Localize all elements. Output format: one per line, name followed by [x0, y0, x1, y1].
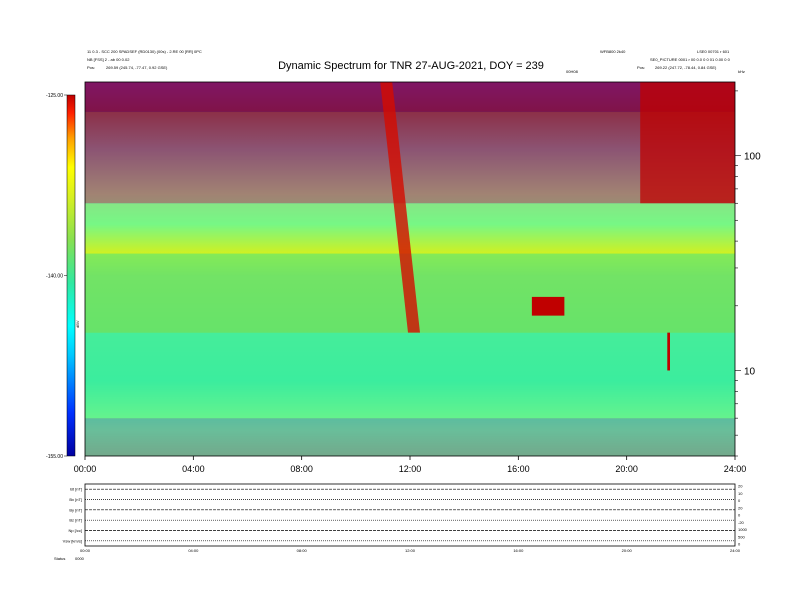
footer-label: Status [54, 556, 65, 561]
marker-label: 00H08 [566, 69, 579, 74]
lower-row-label-3: Bz [nT] [69, 518, 82, 523]
header-left-pos-value: 269.59 (245.74, -77.47, 0.92 GSE) [106, 65, 168, 70]
lower-x-tick-label-1: 04:00 [188, 548, 199, 553]
y-tick-label-1: 100 [744, 152, 761, 163]
cb-tick-label-0: -125.00 [46, 93, 63, 99]
colorbar-label: dBV [75, 320, 80, 328]
lower-panel-x-ticks: 00:00 04:00 08:00 12:00 16:00 20:00 24:00 [80, 548, 741, 553]
y-unit-label: kHz [738, 69, 745, 74]
header-right-line1a: WFB800 2k40 [600, 49, 626, 54]
header-left-pos-label: Pos: [87, 65, 95, 70]
lower-row-label-1: Bx [nT] [69, 497, 82, 502]
x-axis-ticks: 00:00 04:00 08:00 12:00 16:00 20:00 24:00 [74, 456, 747, 474]
header-right-pos-value: 269.22 (247.72, -78.44, 0.84 GSE) [655, 65, 717, 70]
lower-row-label-0: Bt [nT] [70, 487, 82, 492]
x-tick-label-6: 24:00 [724, 464, 747, 474]
y-axis-ticks: 10 100 [735, 90, 761, 457]
lower-right-tick-4: 0 [738, 513, 741, 518]
feature-burst-cluster [531, 296, 565, 316]
header-right-line2: SE0_PICTURE 0001 r 00 0.0 0 0 01 0.00 0 … [650, 57, 731, 62]
lower-x-tick-label-4: 16:00 [513, 548, 524, 553]
chart-title: Dynamic Spectrum for TNR 27-AUG-2021, DO… [278, 60, 544, 72]
cb-tick-label-2: -155.00 [46, 454, 63, 460]
x-tick-label-2: 08:00 [290, 464, 313, 474]
lower-right-tick-2: 0 [738, 498, 741, 503]
footer-value: 0000 [75, 556, 85, 561]
colorbar-ticks: -125.00 -140.00 -155.00 [46, 93, 67, 460]
spectrogram-cells [85, 82, 735, 456]
lower-x-tick-label-6: 24:00 [730, 548, 741, 553]
feature-spike [667, 332, 670, 371]
lower-right-tick-8: 0 [738, 542, 741, 547]
lower-x-tick-label-2: 08:00 [297, 548, 308, 553]
spectrogram-area [85, 82, 735, 456]
x-tick-label-1: 04:00 [182, 464, 205, 474]
lower-x-tick-label-3: 12:00 [405, 548, 416, 553]
band-1 [85, 332, 735, 419]
feature-high-frequency-emission [640, 82, 735, 204]
x-tick-label-3: 12:00 [399, 464, 422, 474]
lower-right-tick-1: 10 [738, 491, 743, 496]
header-left-line1: 11 0.3 - SCC 200 SPADSEF (RD0130) (00s) … [87, 49, 202, 54]
header-left-line2: NB [FSS] 2 - ab 00 0.02 [87, 57, 130, 62]
x-tick-label-5: 20:00 [615, 464, 638, 474]
lower-right-tick-0: 20 [738, 484, 743, 489]
band-0 [85, 418, 735, 456]
lower-right-tick-7: 500 [738, 534, 745, 539]
header-right-pos-label: Pos: [637, 65, 645, 70]
header-right-line1b: LSE0 00701 r 601 [697, 49, 730, 54]
lower-row-label-2: By [nT] [69, 507, 82, 512]
lower-x-tick-label-5: 20:00 [622, 548, 633, 553]
feature-type-III-burst [380, 82, 420, 333]
cb-tick-label-1: -140.00 [46, 274, 63, 280]
lower-right-tick-5: -20 [738, 520, 745, 525]
band-4 [85, 111, 735, 204]
band-5 [85, 82, 735, 112]
lower-panel: Bt [nT] Bx [nT] By [nT] Bz [nT] Np [/cc] Vsw … [54, 484, 748, 562]
x-tick-label-0: 00:00 [74, 464, 97, 474]
y-tick-label-0: 10 [744, 366, 756, 377]
lower-x-tick-label-0: 00:00 [80, 548, 91, 553]
lower-panel-frame [84, 483, 736, 547]
lower-panel-rows: Bt [nT] Bx [nT] By [nT] Bz [nT] Np [/cc] Vsw … [63, 484, 748, 547]
lower-right-tick-6: 1000 [738, 527, 748, 532]
lower-row-label-5: Vsw [km/s] [63, 538, 82, 543]
lower-row-label-4: Np [/cc] [68, 528, 82, 533]
x-tick-label-4: 16:00 [507, 464, 530, 474]
colorbar [66, 94, 76, 457]
lower-right-tick-3: 20 [738, 505, 743, 510]
